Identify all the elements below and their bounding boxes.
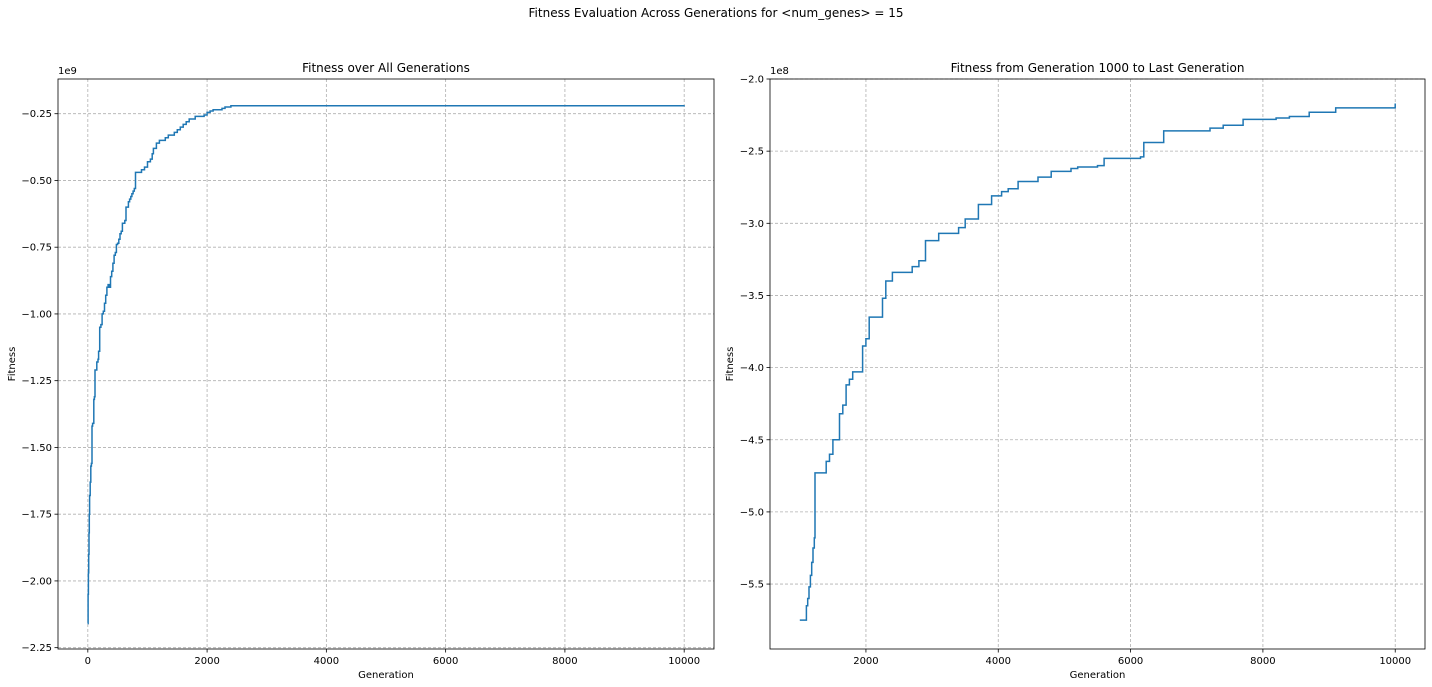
x-axis-label: Generation xyxy=(1070,670,1126,681)
y-offset-label: 1e9 xyxy=(58,66,77,77)
y-tick-label: −1.25 xyxy=(21,376,52,387)
fitness-line-series xyxy=(87,104,685,625)
plot-frame xyxy=(769,78,1426,650)
y-tick-label: −3.0 xyxy=(740,219,764,230)
y-tick-label: −2.5 xyxy=(740,147,764,158)
y-tick-label: −3.5 xyxy=(740,291,764,302)
x-tick-label: 8000 xyxy=(1250,656,1275,667)
y-tick-label: −5.5 xyxy=(740,580,764,591)
x-axis-label: Generation xyxy=(358,670,414,681)
chart-title: Fitness over All Generations xyxy=(302,61,470,75)
x-tick-label: 10000 xyxy=(1379,656,1411,667)
y-tick-label: −1.50 xyxy=(21,443,52,454)
fitness-line-series xyxy=(799,103,1396,621)
grid xyxy=(770,78,1425,649)
x-tick-label: 6000 xyxy=(433,656,458,667)
x-tick-label: 6000 xyxy=(1118,656,1143,667)
grid xyxy=(58,79,714,649)
y-tick-label: −4.0 xyxy=(740,363,764,374)
left-chart: 0 2000 4000 6000 8000 10000 −2.25 −2.00 −1.75 −1.… xyxy=(7,61,715,681)
y-axis-label: Fitness xyxy=(725,347,736,382)
x-tick-label: 2000 xyxy=(194,656,219,667)
figure-title: Fitness Evaluation Across Generations fo… xyxy=(529,6,904,20)
x-tick-label: 0 xyxy=(85,656,91,667)
x-tick-label: 2000 xyxy=(853,656,878,667)
right-chart: 2000 4000 6000 8000 10000 −5.5 −5.0 −4.5 −4.0 −3.… xyxy=(725,61,1426,681)
x-tick-label: 8000 xyxy=(552,656,577,667)
y-tick-label: −4.5 xyxy=(740,435,764,446)
x-tick-label: 10000 xyxy=(668,656,700,667)
y-axis-label: Fitness xyxy=(7,347,18,382)
chart-title: Fitness from Generation 1000 to Last Gen… xyxy=(951,61,1245,75)
y-tick-label: −2.0 xyxy=(740,75,764,86)
y-offset-label: 1e8 xyxy=(770,66,789,77)
y-tick-label: −0.75 xyxy=(21,243,52,254)
y-tick-label: −0.50 xyxy=(21,176,52,187)
plot-frame xyxy=(57,78,715,650)
y-tick-label: −2.00 xyxy=(21,576,52,587)
y-tick-label: −2.25 xyxy=(21,643,52,654)
y-tick-label: −1.00 xyxy=(21,309,52,320)
x-tick-label: 4000 xyxy=(986,656,1011,667)
y-tick-label: −1.75 xyxy=(21,510,52,521)
x-tick-label: 4000 xyxy=(314,656,339,667)
y-tick-label: −5.0 xyxy=(740,507,764,518)
y-tick-label: −0.25 xyxy=(21,109,52,120)
